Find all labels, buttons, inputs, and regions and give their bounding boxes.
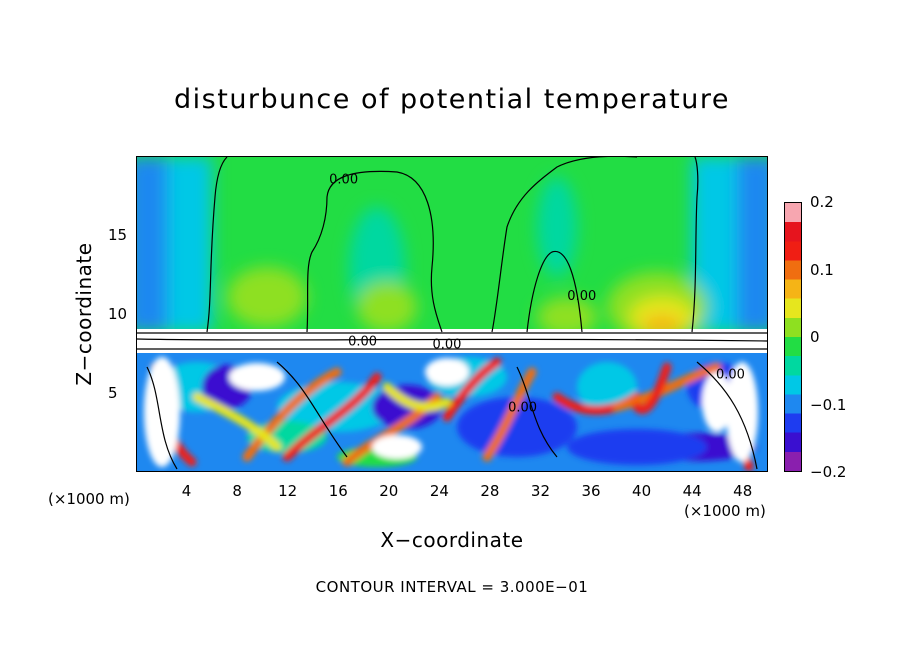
colorbar — [784, 202, 802, 472]
y-tick-label: 15 — [108, 226, 128, 244]
x-tick-label: 36 — [581, 482, 601, 500]
x-axis-label: X−coordinate — [380, 528, 524, 552]
x-tick-label: 32 — [530, 482, 551, 500]
contour-line — [146, 366, 178, 470]
contour-label: 0.00 — [716, 367, 745, 382]
contour-line — [696, 361, 758, 470]
contour-label: 0.00 — [567, 289, 596, 304]
contour-line — [276, 361, 348, 458]
contour-line — [516, 366, 558, 458]
x-tick-label: 48 — [733, 482, 753, 500]
y-axis-label: Z−coordinate — [72, 242, 96, 386]
x-unit-left: (×1000 m) — [48, 490, 130, 508]
x-tick-label: 12 — [278, 482, 298, 500]
contour-label: 0.00 — [508, 400, 537, 415]
y-tick-label: 5 — [108, 384, 118, 402]
x-tick-label: 20 — [379, 482, 399, 500]
contour-line — [206, 157, 228, 333]
x-tick-label: 4 — [181, 482, 192, 500]
colorbar-tick-label: −0.1 — [810, 395, 847, 414]
plot-area: 0.00 0.00 0.00 0.00 0.00 0.00 — [136, 156, 768, 472]
x-tick-label: 8 — [232, 482, 242, 500]
contour-line — [691, 157, 699, 333]
x-unit-right: (×1000 m) — [684, 502, 766, 520]
contour-line — [137, 338, 767, 342]
x-tick-label: 28 — [480, 482, 500, 500]
x-tick-label: 40 — [632, 482, 652, 500]
contour-label: 0.00 — [329, 173, 358, 188]
x-tick-label: 16 — [328, 482, 348, 500]
x-tick-label: 24 — [429, 482, 449, 500]
contour-line — [306, 170, 443, 333]
y-tick-label: 10 — [108, 305, 128, 323]
contour-label: 0.00 — [432, 338, 461, 353]
chart-title: disturbunce of potential temperature — [174, 84, 730, 115]
contour-line — [526, 250, 583, 333]
contour-label: 0.00 — [348, 334, 377, 349]
x-tick-label: 44 — [682, 482, 702, 500]
contour-interval-note: CONTOUR INTERVAL = 3.000E−01 — [315, 578, 589, 596]
colorbar-tick-label: 0 — [810, 328, 820, 346]
colorbar-tick-label: −0.2 — [810, 463, 847, 481]
colorbar-tick-label: 0.1 — [810, 260, 834, 279]
contour-line — [491, 157, 637, 333]
temperature-field: 0.00 0.00 0.00 0.00 0.00 0.00 — [137, 157, 767, 471]
colorbar-tick-label: 0.2 — [810, 193, 834, 211]
